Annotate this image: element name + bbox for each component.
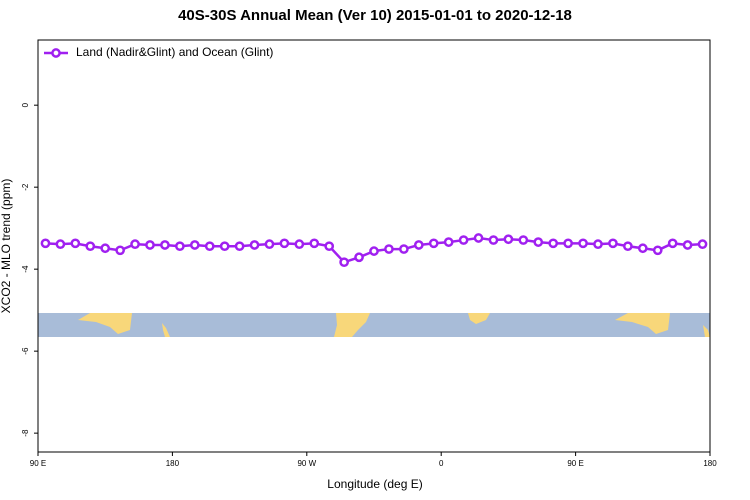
y-tick-label: -2	[21, 183, 30, 191]
point	[234, 241, 245, 252]
point	[563, 238, 573, 249]
point	[548, 238, 559, 249]
point	[399, 244, 409, 254]
point	[264, 239, 275, 250]
point	[130, 239, 140, 250]
point	[324, 241, 335, 252]
point	[100, 243, 111, 254]
point	[652, 245, 663, 256]
point	[384, 244, 394, 254]
point	[533, 237, 544, 247]
point	[578, 238, 588, 249]
chart-title: 40S-30S Annual Mean (Ver 10) 2015-01-01 …	[178, 7, 572, 24]
point	[40, 238, 51, 249]
point	[85, 241, 96, 252]
point	[503, 234, 514, 245]
x-tick-label: 180	[166, 459, 180, 468]
point	[428, 238, 439, 249]
y-tick-label: -8	[21, 429, 30, 437]
point	[145, 240, 155, 250]
point	[55, 239, 66, 250]
point	[189, 240, 200, 250]
point	[518, 235, 529, 245]
y-tick-label: -6	[21, 347, 30, 355]
y-tick-label: 0	[21, 102, 30, 107]
point	[369, 246, 379, 256]
point	[160, 240, 170, 250]
plot-frame	[37, 39, 711, 453]
x-tick-label: 180	[703, 459, 717, 468]
y-tick-label: -4	[21, 265, 30, 273]
point	[249, 240, 260, 250]
point	[309, 238, 320, 249]
point	[70, 238, 81, 249]
point	[219, 241, 230, 252]
y-axis-label: XCO2 - MLO trend (ppm)	[0, 179, 13, 314]
point	[623, 241, 633, 252]
x-tick-label: 0	[439, 459, 444, 468]
point	[294, 239, 305, 250]
point	[458, 235, 469, 245]
point	[697, 239, 708, 250]
point	[339, 257, 349, 268]
point	[667, 238, 678, 249]
point	[682, 240, 693, 250]
point	[175, 241, 185, 252]
point	[443, 237, 454, 247]
point	[593, 239, 603, 250]
point	[473, 233, 484, 243]
point	[115, 245, 125, 256]
map-band	[38, 313, 710, 337]
point	[608, 238, 618, 249]
x-tick-label: 90 E	[30, 459, 46, 468]
legend-label: Land (Nadir&Glint) and Ocean (Glint)	[76, 45, 273, 59]
point	[354, 252, 364, 263]
point	[413, 240, 424, 250]
x-tick-label: 90 E	[567, 459, 583, 468]
legend-marker	[51, 48, 61, 58]
point	[488, 235, 499, 245]
point	[637, 243, 648, 254]
point	[279, 238, 290, 249]
x-tick-label: 90 W	[297, 459, 316, 468]
point	[204, 241, 215, 252]
x-axis-label: Longitude (deg E)	[327, 477, 422, 491]
